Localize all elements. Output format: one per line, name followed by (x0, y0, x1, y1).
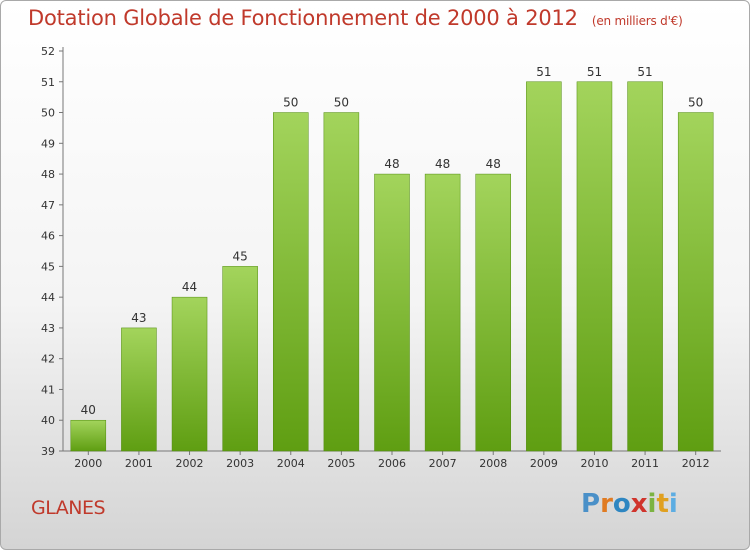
y-tick-label: 45 (41, 260, 55, 273)
bar-value-label: 43 (131, 311, 146, 325)
bar-value-label: 50 (283, 96, 298, 110)
x-tick-label: 2010 (580, 457, 608, 470)
x-tick-label: 2009 (530, 457, 558, 470)
y-tick-label: 42 (41, 353, 55, 366)
x-tick-label: 2008 (479, 457, 507, 470)
proxiti-logo: Proxiti (581, 489, 678, 519)
bar-value-label: 51 (536, 65, 551, 79)
bar (475, 173, 511, 452)
bar-chart: 39 40 41 42 43 44 45 46 47 48 49 50 51 52 2000 2001 2002… (41, 45, 721, 470)
y-tick-label: 43 (41, 322, 55, 335)
bar-value-label: 45 (233, 249, 248, 263)
y-tick-label: 44 (41, 291, 55, 304)
x-tick-label: 2002 (176, 457, 204, 470)
bar (424, 173, 461, 452)
bar-value-label: 48 (486, 157, 501, 171)
bar-value-label: 51 (587, 65, 602, 79)
y-tick-label: 52 (41, 45, 55, 58)
y-tick-label: 51 (41, 76, 55, 89)
y-tick-label: 48 (41, 168, 55, 181)
x-tick-label: 2012 (682, 457, 710, 470)
bar (627, 81, 663, 452)
y-tick-label: 41 (41, 383, 55, 396)
bar (70, 419, 107, 452)
commune-name: GLANES (31, 497, 106, 519)
x-tick-label: 2004 (277, 457, 305, 470)
bar-value-label: 48 (384, 157, 399, 171)
y-tick-label: 46 (41, 230, 55, 243)
y-tick-label: 40 (41, 414, 55, 427)
chart-title: Dotation Globale de Fonctionnement de 20… (28, 6, 578, 30)
bar (374, 173, 410, 452)
x-tick-label: 2011 (631, 457, 659, 470)
x-tick-label: 2000 (74, 457, 102, 470)
bar-value-label: 40 (81, 403, 96, 417)
y-tick-label: 39 (41, 445, 55, 458)
bar (526, 81, 562, 452)
y-tick-label: 50 (41, 107, 55, 120)
y-tick-label: 47 (41, 199, 55, 212)
x-tick-label: 2001 (125, 457, 153, 470)
y-tick-label: 49 (41, 137, 55, 150)
x-tick-label: 2006 (378, 457, 406, 470)
bar (576, 81, 613, 452)
bar-value-label: 50 (334, 96, 349, 110)
chart-title-block: Dotation Globale de Fonctionnement de 20… (28, 6, 683, 30)
x-tick-label: 2005 (327, 457, 355, 470)
bar (273, 112, 309, 452)
chart-subtitle: (en milliers d'€) (591, 14, 683, 28)
x-tick-label: 2003 (226, 457, 254, 470)
bar-value-label: 48 (435, 157, 450, 171)
bar (222, 266, 258, 452)
bar (323, 112, 360, 452)
bar-value-label: 44 (182, 280, 197, 294)
bar-value-label: 51 (637, 65, 652, 79)
x-tick-label: 2007 (429, 457, 457, 470)
bar (121, 327, 157, 452)
bar-value-label: 50 (688, 96, 703, 110)
bar (677, 112, 714, 452)
bar (171, 296, 208, 452)
